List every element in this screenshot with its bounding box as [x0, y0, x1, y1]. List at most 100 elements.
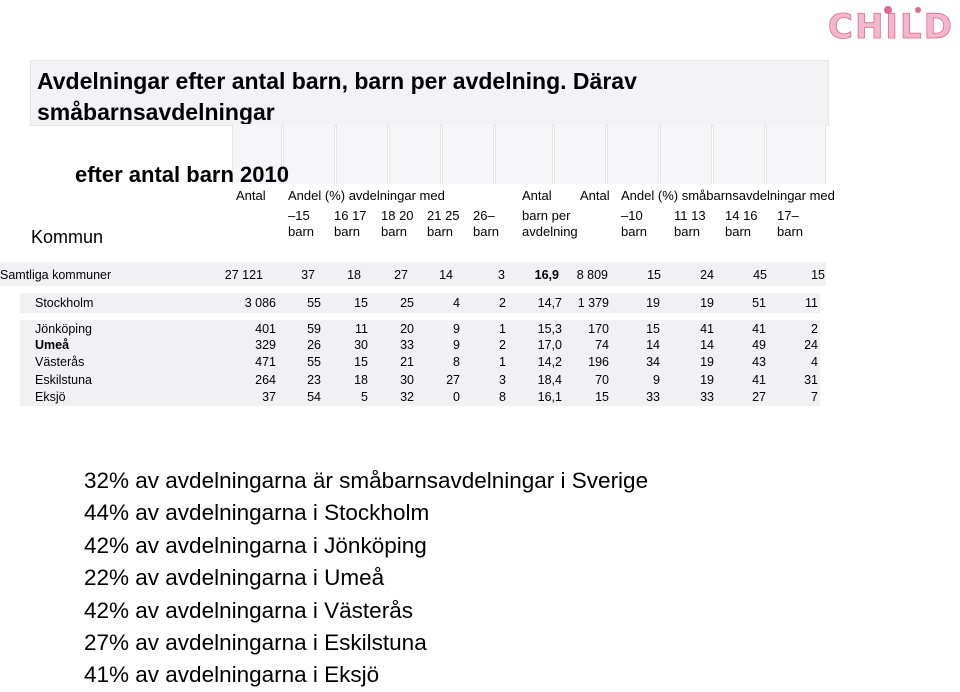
cell: 17,0: [537, 338, 562, 352]
header-grid-cell: [495, 124, 553, 184]
header-grid-cell: [442, 124, 494, 184]
table-row: Stockholm 3 086 55 15 25 4 2 14,7 1 379 …: [0, 294, 960, 312]
header-grid-cell: [283, 124, 335, 184]
cell: 41: [700, 322, 714, 336]
col-header-line1: 26–: [473, 208, 495, 223]
cell: 9: [453, 338, 460, 352]
cell: 401: [255, 322, 276, 336]
cell: 15: [354, 355, 368, 369]
cell: 49: [752, 338, 766, 352]
cell: 3: [499, 373, 506, 387]
row-name: Stockholm: [35, 296, 94, 310]
col-header-line2: barn: [381, 224, 408, 239]
cell: 329: [255, 338, 276, 352]
row-name: Jönköping: [35, 322, 92, 336]
cell: 16,1: [537, 390, 562, 404]
cell: 1 379: [577, 296, 609, 310]
cell: 27: [752, 390, 766, 404]
cell: 18: [347, 268, 361, 282]
cell: 15: [647, 268, 661, 282]
cell: 15: [354, 296, 368, 310]
cell: 19: [700, 355, 714, 369]
table-row: Västerås 471 55 15 21 8 1 14,2 196 34 19…: [0, 353, 960, 371]
cell: 37: [262, 390, 276, 404]
cell: 0: [453, 390, 460, 404]
col-header-line1: 21 25: [427, 208, 460, 223]
cell: 18,4: [537, 373, 562, 387]
table-row: Eskilstuna 264 23 18 30 27 3 18,4 70 9 1…: [0, 371, 960, 389]
cell: 4: [811, 355, 818, 369]
cell: 70: [595, 373, 609, 387]
cell: 1: [499, 322, 506, 336]
child-logo: CHILD: [828, 6, 952, 44]
cell: 24: [804, 338, 818, 352]
cell: 196: [588, 355, 609, 369]
cell: 30: [400, 373, 414, 387]
cell: 264: [255, 373, 276, 387]
cell: 8 809: [576, 268, 608, 282]
summary-list: 32% av avdelningarna är småbarnsavdelnin…: [84, 465, 648, 692]
cell: 41: [752, 373, 766, 387]
table-row: Eksjö 37 54 5 32 0 8 16,1 15 33 33 27 7: [0, 388, 960, 406]
cell: 19: [700, 296, 714, 310]
table-row: Umeå 329 26 30 33 9 2 17,0 74 14 14 49 2…: [0, 336, 960, 354]
col-header-line1: barn per: [522, 208, 571, 223]
header-andel-avdelningar: Andel (%) avdelningar med: [288, 188, 445, 203]
col-header-line1: 18 20: [381, 208, 414, 223]
cell: 33: [400, 338, 414, 352]
header-grid-cell: [232, 124, 282, 184]
cell: 170: [588, 322, 609, 336]
cell: 11: [805, 296, 818, 310]
cell: 3 086: [244, 296, 276, 310]
header-antal-barn: Antal: [522, 188, 552, 203]
summary-line: 41% av avdelningarna i Eksjö: [84, 662, 380, 688]
col-header-line2: barn: [334, 224, 361, 239]
cell: 8: [453, 355, 460, 369]
cell: 14: [700, 338, 714, 352]
row-name: Eksjö: [35, 390, 66, 404]
col-header-line2: barn: [725, 224, 752, 239]
cell: 16,9: [534, 268, 559, 282]
row-name: Västerås: [35, 355, 85, 369]
cell: 25: [400, 296, 414, 310]
col-header-line2: barn: [288, 224, 315, 239]
cell: 2: [811, 322, 818, 336]
summary-line: 42% av avdelningarna i Västerås: [84, 597, 413, 623]
summary-line: 42% av avdelningarna i Jönköping: [84, 532, 427, 558]
cell: 5: [361, 390, 368, 404]
row-band: [20, 320, 820, 406]
col-header-line2: barn: [473, 224, 500, 239]
cell: 74: [595, 338, 609, 352]
cell: 7: [811, 390, 818, 404]
col-header-line1: 11 13: [674, 208, 706, 223]
col-header-line2: avdelning: [522, 224, 578, 239]
cell: 15,3: [537, 322, 562, 336]
header-grid-cell: [660, 124, 712, 184]
header-grid-cell: [554, 124, 606, 184]
cell: 55: [307, 355, 321, 369]
header-grid-cell: [389, 124, 441, 184]
cell: 11: [355, 322, 368, 336]
row-band: [0, 262, 826, 286]
cell: 15: [595, 390, 609, 404]
header-antal-smabarn: Antal: [580, 188, 610, 203]
row-name: Umeå: [35, 338, 70, 352]
cell: 59: [307, 322, 321, 336]
table-row: Samtliga kommuner 27 121 37 18 27 14 3 1…: [0, 266, 960, 284]
header-antal-avdelningar: Antal: [236, 188, 266, 203]
cell: 30: [354, 338, 368, 352]
cell: 1: [499, 355, 506, 369]
cell: 14: [646, 338, 660, 352]
page-subtitle: efter antal barn 2010: [75, 162, 289, 187]
cell: 33: [700, 390, 714, 404]
cell: 23: [307, 373, 321, 387]
cell: 34: [646, 355, 660, 369]
cell: 32: [400, 390, 414, 404]
cell: 21: [400, 355, 414, 369]
cell: 19: [646, 296, 660, 310]
header-kommun: Kommun: [31, 227, 104, 247]
cell: 37: [301, 268, 315, 282]
cell: 55: [307, 296, 321, 310]
row-band: [20, 293, 820, 313]
table-row: Jönköping 401 59 11 20 9 1 15,3 170 15 4…: [0, 320, 960, 338]
